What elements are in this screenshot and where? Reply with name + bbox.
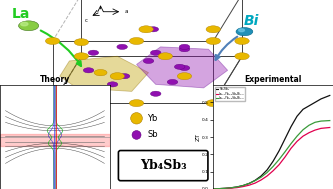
Text: Yb₄Sb₃: Yb₄Sb₃ <box>140 159 186 172</box>
Text: a: a <box>125 9 128 14</box>
FancyBboxPatch shape <box>119 150 208 181</box>
Circle shape <box>179 65 190 70</box>
Circle shape <box>206 37 220 45</box>
Circle shape <box>88 50 99 55</box>
Circle shape <box>139 26 153 33</box>
Circle shape <box>151 91 161 96</box>
Circle shape <box>88 91 99 96</box>
Text: b: b <box>99 0 102 1</box>
Circle shape <box>151 50 161 55</box>
Circle shape <box>83 68 94 73</box>
Circle shape <box>132 131 141 139</box>
Circle shape <box>45 37 60 45</box>
Circle shape <box>110 73 125 80</box>
Text: Sb: Sb <box>147 130 158 139</box>
Circle shape <box>236 28 253 36</box>
Circle shape <box>129 100 144 107</box>
Legend: Yb₄Sb₃, La₀.₁Yb₃.₉Sb₃Bi₀.₂, La₀.₂Yb₃.₈Sb₃Bi₀.₂: Yb₄Sb₃, La₀.₁Yb₃.₉Sb₃Bi₀.₂, La₀.₂Yb₃.₈Sb… <box>215 87 245 101</box>
Circle shape <box>167 79 178 85</box>
Circle shape <box>206 26 220 33</box>
Polygon shape <box>60 56 149 91</box>
Circle shape <box>206 100 220 107</box>
Circle shape <box>177 73 192 80</box>
Title: Theory: Theory <box>40 75 70 84</box>
Circle shape <box>117 44 128 50</box>
Text: c: c <box>84 18 87 23</box>
Circle shape <box>94 70 107 76</box>
Bar <box>0 134 110 146</box>
Circle shape <box>158 53 172 60</box>
Title: Experimental: Experimental <box>244 75 302 84</box>
Circle shape <box>21 22 28 26</box>
Circle shape <box>131 113 143 124</box>
Circle shape <box>239 29 244 32</box>
Circle shape <box>148 27 159 32</box>
Text: La: La <box>12 7 30 21</box>
Circle shape <box>19 21 39 31</box>
Circle shape <box>74 39 89 46</box>
Circle shape <box>45 100 60 107</box>
Circle shape <box>74 53 89 60</box>
Text: Yb: Yb <box>147 114 158 123</box>
Circle shape <box>119 74 130 79</box>
Polygon shape <box>137 47 228 88</box>
Circle shape <box>174 64 185 69</box>
Y-axis label: ZT: ZT <box>195 133 200 141</box>
Circle shape <box>235 53 249 60</box>
Circle shape <box>235 37 249 45</box>
Circle shape <box>179 44 190 50</box>
Circle shape <box>129 37 144 45</box>
Circle shape <box>143 58 154 64</box>
Circle shape <box>107 82 118 87</box>
Text: Bi: Bi <box>244 14 259 28</box>
Circle shape <box>179 47 190 52</box>
